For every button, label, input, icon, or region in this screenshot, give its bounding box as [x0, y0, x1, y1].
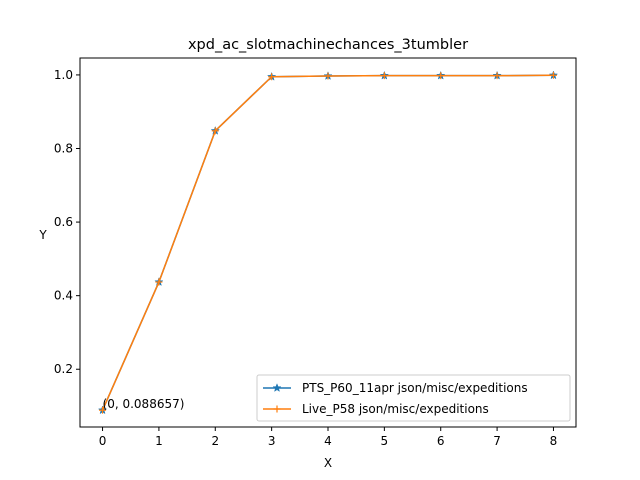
chart-title: xpd_ac_slotmachinechances_3tumbler — [188, 37, 468, 53]
data-point — [211, 127, 219, 135]
data-point — [155, 278, 163, 286]
x-tick-label: 8 — [550, 434, 558, 448]
data-label: (0, 0.088657) — [103, 397, 185, 411]
y-tick-label: 0.6 — [54, 215, 73, 229]
data-point — [268, 73, 276, 81]
x-tick-label: 0 — [99, 434, 107, 448]
series-2 — [99, 71, 557, 414]
x-tick-label: 4 — [324, 434, 332, 448]
legend-label: PTS_P60_11apr json/misc/expeditions — [302, 381, 528, 395]
legend-box — [256, 374, 571, 422]
x-tick-label: 7 — [493, 434, 501, 448]
x-tick-label: 3 — [268, 434, 276, 448]
legend-marker — [273, 405, 281, 413]
data-point — [549, 71, 557, 79]
y-tick-label: 0.4 — [54, 289, 73, 303]
x-tick-label: 1 — [155, 434, 163, 448]
y-tick-label: 1.0 — [54, 68, 73, 82]
data-point — [324, 72, 332, 80]
x-tick-label: 2 — [211, 434, 219, 448]
annotation-layer: (0, 0.088657) — [103, 397, 185, 411]
x-axis-label: X — [324, 456, 332, 470]
y-tick-label: 0.2 — [54, 362, 73, 376]
data-point — [493, 72, 501, 80]
series-layer — [97, 70, 559, 415]
x-tick-label: 5 — [381, 434, 389, 448]
legend: PTS_P60_11apr json/misc/expeditions Live_… — [256, 374, 571, 422]
y-tick-label: 0.8 — [54, 142, 73, 156]
y-axis-ticks: 0.2 0.4 0.6 0.8 1.0 — [54, 68, 80, 376]
legend-label: Live_P58 json/misc/expeditions — [302, 402, 489, 416]
x-axis-ticks: 0 1 2 3 4 5 6 7 8 — [99, 427, 558, 448]
x-tick-label: 6 — [437, 434, 445, 448]
plot-area-frame — [79, 57, 577, 428]
data-point — [380, 72, 388, 80]
data-point — [99, 406, 107, 414]
y-axis-label: Y — [38, 228, 47, 242]
legend-marker — [272, 383, 282, 392]
data-point — [437, 72, 445, 80]
